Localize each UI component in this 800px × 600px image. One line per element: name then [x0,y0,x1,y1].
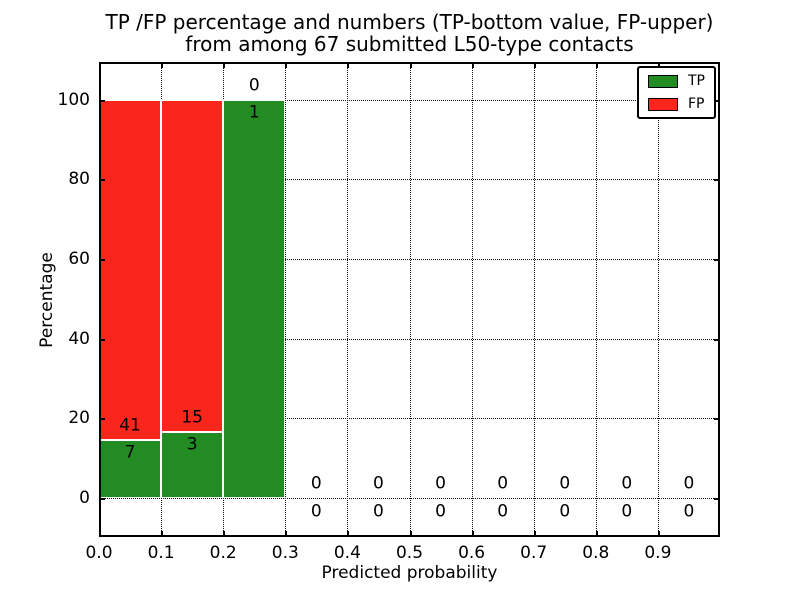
legend-item-fp: FP [648,97,705,111]
x-tick-mark [471,62,474,68]
tp-count-label: 0 [310,501,322,522]
fp-count-label: 0 [435,473,446,494]
x-gridline [471,62,473,537]
y-axis-label: Percentage [37,252,57,348]
x-tick-label: 0.2 [209,543,237,563]
tp-bar [99,439,162,498]
x-tick-label: 0.9 [644,543,672,563]
y-tick-mark [714,179,720,182]
y-tick-mark [99,99,105,102]
chart-title: TP /FP percentage and numbers (TP-bottom… [99,11,720,55]
y-tick-label: 40 [68,328,90,349]
y-tick-mark [99,418,105,421]
fp-bar [161,99,224,432]
tp-count-label: 0 [683,501,695,522]
tp-count-label: 7 [124,442,136,463]
fp-count-label: 0 [248,75,260,96]
fp-count-label: 0 [559,473,571,494]
x-tick-mark [347,531,350,537]
tp-count-label: 1 [248,102,260,123]
fp-count-label: 0 [497,473,509,494]
x-tick-mark [595,531,598,537]
tp-count-label: 0 [559,501,571,522]
x-tick-mark [223,62,226,68]
x-tick-mark [471,531,474,537]
x-tick-label: 0.7 [520,543,548,563]
y-tick-mark [99,497,105,500]
x-axis-label: Predicted probability [321,563,498,583]
y-tick-label: 0 [79,487,90,508]
tp-legend-swatch [648,74,678,88]
y-tick-mark [99,259,105,262]
x-tick-label: 0.5 [395,543,424,563]
fp-legend-swatch [648,97,678,111]
y-tick-mark [99,179,105,182]
y-tick-label: 100 [57,89,90,110]
tp-bar [223,99,286,498]
x-tick-mark [409,531,412,537]
tp-count-label: 3 [186,434,198,455]
x-gridline [285,62,287,537]
x-tick-mark [161,62,164,68]
y-tick-mark [714,497,720,500]
tp-legend-label: TP [688,73,705,89]
x-tick-mark [347,62,350,68]
x-gridline [347,62,349,537]
fp-count-label: 0 [621,473,633,494]
x-tick-mark [99,531,101,537]
y-tick-mark [714,99,720,102]
x-tick-label: 0.6 [458,543,486,563]
y-tick-label: 80 [68,169,90,190]
tp-count-label: 0 [373,501,384,522]
x-tick-mark [595,62,598,68]
x-tick-mark [99,62,101,68]
fp-count-label: 15 [181,407,203,428]
x-tick-mark [223,531,226,537]
fp-legend-label: FP [688,96,705,112]
chart-title-line1: TP /FP percentage and numbers (TP-bottom… [105,10,714,34]
y-tick-mark [714,418,720,421]
tp-count-label: 0 [497,501,509,522]
x-tick-mark [657,62,660,68]
x-tick-label: 0.3 [271,543,299,563]
tp-count-label: 0 [435,501,446,522]
x-tick-mark [285,531,288,537]
tp-bar [161,431,224,498]
y-tick-mark [714,338,720,341]
x-tick-mark [161,531,164,537]
x-gridline [409,62,411,537]
y-tick-label: 20 [68,408,90,429]
y-tick-mark [99,338,105,341]
x-gridline [533,62,535,537]
x-tick-label: 0.4 [333,543,361,563]
chart-title-line2: from among 67 submitted L50-type contact… [185,32,634,56]
x-tick-mark [285,62,288,68]
x-tick-label: 0.0 [85,543,113,563]
x-tick-mark [533,62,536,68]
x-tick-label: 0.8 [582,543,610,563]
x-gridline [657,62,659,537]
legend-item-tp: TP [648,74,705,88]
x-tick-mark [409,62,412,68]
plot-area: TP FP 0.0 0.1 0.2 0.3 0.4 0.5 0.6 0.7 0.8 0.9 0 20 4… [58,62,720,562]
tp-count-label: 0 [621,501,633,522]
legend: TP FP [637,66,716,119]
fp-count-label: 0 [310,473,322,494]
x-tick-label: 0.1 [147,543,175,563]
x-tick-mark [533,531,536,537]
y-tick-label: 60 [68,249,90,270]
fp-count-label: 41 [119,415,141,436]
fp-bar [99,99,162,440]
x-gridline [595,62,597,537]
fp-count-label: 0 [683,473,695,494]
y-tick-mark [714,259,720,262]
fp-count-label: 0 [373,473,384,494]
x-tick-mark [657,531,660,537]
